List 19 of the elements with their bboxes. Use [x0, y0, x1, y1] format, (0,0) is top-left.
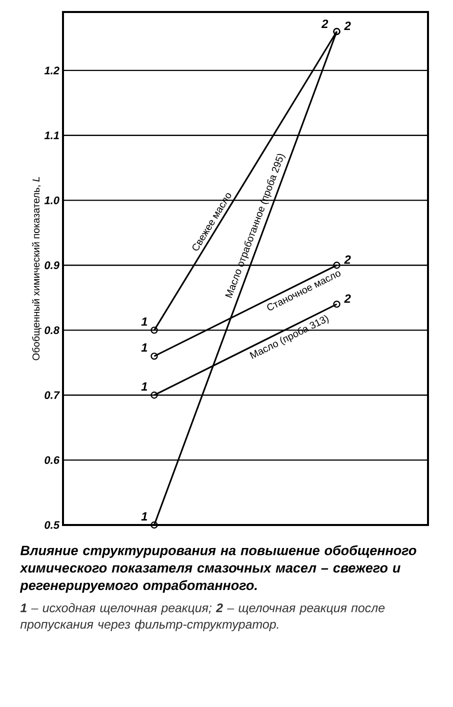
annotation: 1: [141, 317, 148, 326]
text: 1 – исходная щелочная реакция; 2 – щелочная реакция после пропускания через фильтр-структуратор.: [20, 603, 385, 632]
text: Влияние структурирования на повышение обобщенного химического показателя смазочных масел – свежего и регенерируемого отработанного.: [20, 545, 416, 593]
y-axis-title: Обобщенный химический показатель, L: [32, 177, 42, 360]
y-tick-label: 0.6: [44, 456, 60, 464]
annotation: 2: [321, 20, 328, 28]
y-tick-label: 0.9: [44, 261, 60, 270]
annotation: 2: [344, 22, 351, 30]
annotation: 2: [344, 294, 351, 303]
annotation: 1: [141, 512, 148, 520]
y-tick-label: 0.8: [44, 326, 60, 334]
y-tick-label: 1.1: [44, 132, 59, 140]
y-tick-label: 1.0: [44, 196, 60, 204]
y-tick-label: 1.2: [44, 66, 60, 74]
y-tick-label: 0.7: [44, 391, 60, 400]
annotation: 1: [141, 343, 148, 352]
y-tick-label: 0.5: [44, 521, 60, 529]
annotation: 2: [344, 255, 351, 264]
annotation: 1: [141, 382, 148, 391]
